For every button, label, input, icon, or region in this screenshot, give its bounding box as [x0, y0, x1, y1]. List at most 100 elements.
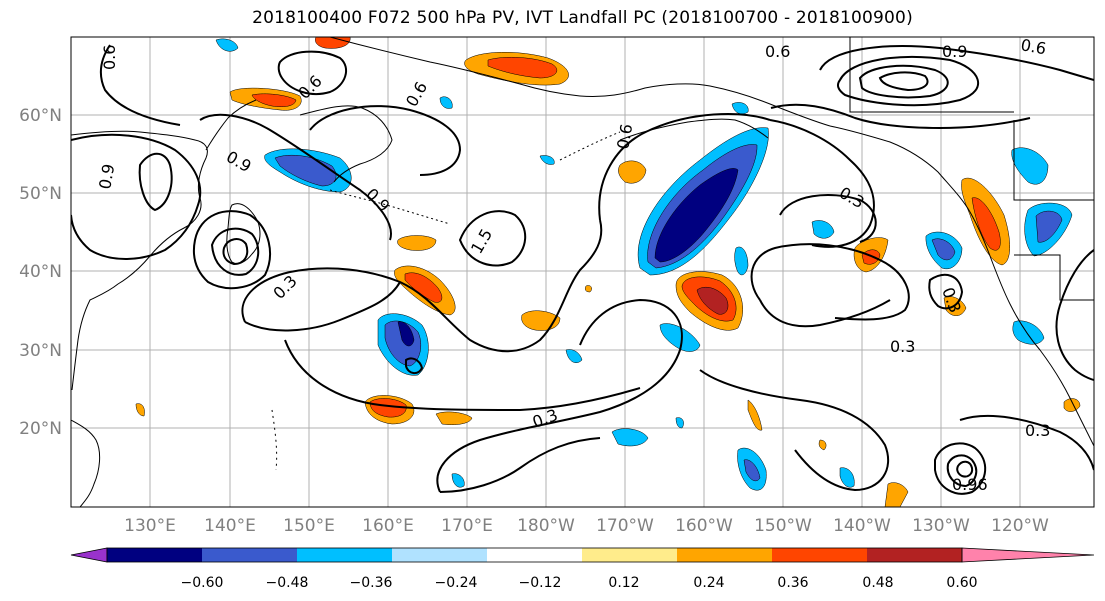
graticule	[71, 37, 1094, 507]
contour-label: 0.9	[942, 42, 967, 61]
neg-anomaly-tiny-178w	[565, 349, 583, 363]
contour-northwest	[99, 44, 181, 126]
contour-tropical-03	[436, 298, 683, 493]
aleutian-islands-east	[559, 131, 621, 161]
neg-anomaly-tiny-170e	[451, 473, 465, 488]
colorbar-tick-label: −0.24	[435, 575, 478, 591]
contour-150w-trough	[699, 369, 890, 492]
lon-tick-label: 120°W	[991, 516, 1049, 536]
colorbar-tick-label: −0.36	[350, 575, 393, 591]
neg-anomaly-165w-30n	[659, 323, 701, 352]
colorbar-frame	[106, 547, 963, 563]
contour-north-high-core	[878, 71, 929, 92]
lat-tick-label: 40°N	[19, 262, 62, 282]
pos-anomaly-bering-core	[487, 57, 558, 79]
pos-anomaly-coast-core	[971, 197, 1001, 251]
state-borders	[1013, 120, 1094, 301]
colorbar-swatch	[582, 548, 677, 562]
pos-anomaly-150w-20n	[747, 399, 763, 431]
lon-tick-label: 180°W	[517, 516, 575, 536]
contour-north-high-outer	[819, 45, 1094, 81]
neg-anomaly-tiny-north	[215, 38, 239, 52]
contour-label: 0.3	[1025, 421, 1050, 440]
colorbar-swatch	[392, 548, 487, 562]
border-line	[849, 37, 1014, 113]
contour-okhotsk-loop	[277, 50, 348, 96]
pos-anomaly-okhotsk-core	[251, 93, 297, 107]
colorbar-tick-label: −0.48	[266, 575, 309, 591]
pos-anomaly-tiny-180	[584, 285, 592, 293]
lat-axis-labels: 60°N 50°N 40°N 30°N 20°N	[19, 106, 62, 439]
neg-anomaly-160e-south-peak	[397, 321, 415, 347]
contour-west-loop	[71, 133, 202, 260]
neg-anomaly-155w-38n	[734, 246, 749, 276]
pos-anomaly-160e-north	[397, 235, 437, 251]
lat-tick-label: 30°N	[19, 341, 62, 361]
contour-japan-low-inner	[222, 238, 249, 266]
arctic-coast	[329, 37, 831, 127]
neg-anomaly-tiny-bering	[539, 155, 555, 165]
asia-coast	[71, 130, 208, 507]
neg-anomaly-tiny-alaska	[731, 102, 749, 115]
contour-label: 0.96	[952, 475, 988, 494]
lon-tick-label: 140°E	[204, 516, 256, 536]
pos-anomaly-140w-14n	[884, 482, 909, 507]
coastlines	[71, 37, 1094, 507]
neg-anomaly-tiny-162w	[675, 417, 684, 429]
pv-contours	[71, 44, 1094, 495]
neg-anomaly-150w-15n-core	[743, 459, 761, 482]
lon-tick-label: 170°E	[441, 516, 493, 536]
lon-tick-label: 130°W	[912, 516, 970, 536]
contour-hurricane-outer	[934, 442, 987, 495]
lon-tick-label: 150°E	[283, 516, 335, 536]
lon-tick-label: 130°E	[124, 516, 176, 536]
colorbar-swatch	[202, 548, 297, 562]
north-america-coast	[829, 125, 1094, 447]
colorbar-swatch	[107, 548, 202, 562]
contour-hurricane-inner	[956, 460, 974, 478]
colorbar-tick-label: −0.12	[519, 575, 562, 591]
contour-east-loop	[1055, 249, 1094, 381]
contour-mid-09	[199, 113, 392, 241]
contour-hurricane-mid	[946, 454, 978, 488]
contour-140w-03-close	[759, 299, 891, 328]
pos-anomaly-160e-22n-core	[369, 398, 407, 418]
lon-tick-label: 160°E	[362, 516, 414, 536]
lon-tick-label: 160°W	[675, 516, 733, 536]
contour-south-03-close	[244, 281, 401, 332]
colorbar-tick-label: 0.60	[946, 575, 977, 591]
neg-anomaly-145w-42n	[811, 220, 835, 239]
lon-tick-label: 140°W	[833, 516, 891, 536]
kamchatka	[299, 105, 393, 183]
lon-tick-label: 150°W	[754, 516, 812, 536]
lon-tick-label: 170°W	[596, 516, 654, 536]
neg-anomaly-170w-19n	[611, 428, 649, 447]
map-frame	[70, 36, 1095, 508]
contour-145w-loop	[779, 194, 877, 243]
contour-label: 0.6	[100, 45, 119, 70]
colorbar-labels: −0.60 −0.48 −0.36 −0.24 −0.12 0.12 0.24 …	[181, 575, 978, 591]
neg-anomaly-interior-core	[1035, 210, 1063, 243]
pos-anomaly-tiny-145w	[818, 439, 827, 451]
neg-anomaly-coast-30n	[1012, 320, 1045, 345]
colorbar-tick-label: 0.48	[862, 575, 893, 591]
neg-anomaly-130w-40n-core	[931, 238, 956, 261]
contour-140w-03	[750, 243, 910, 321]
neg-anomaly-160w-core	[654, 168, 739, 263]
pos-anomaly-170w-52n	[618, 160, 647, 184]
neg-anomaly-tiny-kamchatka	[439, 96, 453, 109]
lat-tick-label: 50°N	[19, 184, 62, 204]
contour-label: 0.9	[95, 162, 118, 190]
aleutian-islands-west	[329, 189, 451, 225]
contour-label: 0.6	[765, 42, 790, 61]
map-title: 2018100400 F072 500 hPa PV, IVT Landfall…	[252, 8, 913, 28]
contour-alaska-ridge	[769, 119, 875, 248]
neg-anomaly-tiny-142w	[839, 467, 855, 488]
contour-170w-trough	[598, 113, 771, 221]
colorbar-swatch	[867, 548, 962, 562]
contour-130w-small	[928, 273, 964, 310]
map-panel: 0.6 0.6 0.6 0.6 0.9 0.9 1.5 0.3 0.3 0.3 …	[71, 37, 1094, 507]
contour-japan-low-mid	[210, 227, 260, 276]
colorbar-extend-high	[961, 547, 1095, 563]
